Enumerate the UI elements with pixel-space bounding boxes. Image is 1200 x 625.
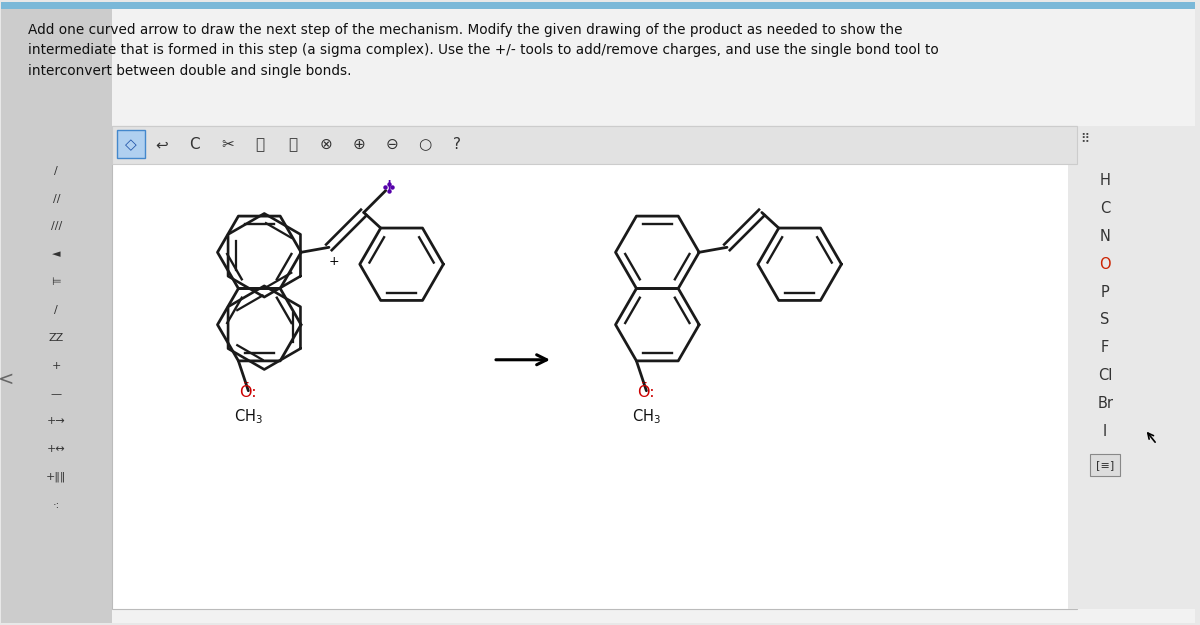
Text: /: / <box>54 166 58 176</box>
Text: ZZ: ZZ <box>49 333 64 343</box>
Text: ⊕: ⊕ <box>353 138 365 152</box>
Text: F: F <box>1102 341 1109 356</box>
Text: CH$_3$: CH$_3$ <box>234 408 263 426</box>
Text: I: I <box>1103 424 1108 439</box>
Text: O: O <box>1099 257 1111 272</box>
Text: ⊖: ⊖ <box>385 138 398 152</box>
Text: +→: +→ <box>47 416 66 426</box>
Text: Br: Br <box>1097 396 1114 411</box>
Text: ◇: ◇ <box>125 138 137 152</box>
Text: ⎗: ⎗ <box>288 138 298 152</box>
Bar <box>116 130 145 158</box>
Text: ///: /// <box>50 221 62 231</box>
Bar <box>1068 126 1195 609</box>
Text: CH$_3$: CH$_3$ <box>632 408 661 426</box>
Text: ↩: ↩ <box>155 138 168 152</box>
Text: ✂: ✂ <box>221 138 234 152</box>
Text: [≡]: [≡] <box>1096 460 1115 470</box>
Text: C: C <box>190 138 200 152</box>
Text: ⊨: ⊨ <box>52 277 61 287</box>
Text: <: < <box>0 370 14 389</box>
Text: ⎘: ⎘ <box>256 138 265 152</box>
Text: ·:: ·: <box>53 500 60 510</box>
Text: +↔: +↔ <box>47 444 66 454</box>
Text: Add one curved arrow to draw the next step of the mechanism. Modify the given dr: Add one curved arrow to draw the next st… <box>29 23 940 78</box>
Text: ?: ? <box>454 138 461 152</box>
Text: ○: ○ <box>418 138 431 152</box>
Text: +‖‖: +‖‖ <box>46 472 66 482</box>
Text: //: // <box>53 194 60 204</box>
Text: Ö:: Ö: <box>240 385 257 400</box>
Text: —: — <box>50 389 62 399</box>
Text: Cl: Cl <box>1098 368 1112 383</box>
Text: I: I <box>386 179 391 197</box>
Text: ⠿: ⠿ <box>1081 132 1090 146</box>
Bar <box>112 126 1078 164</box>
Text: H: H <box>1099 173 1110 188</box>
Text: +: + <box>52 361 61 371</box>
Bar <box>0 1 112 624</box>
Text: P: P <box>1100 284 1110 299</box>
Text: /: / <box>54 305 58 315</box>
Text: ◄: ◄ <box>52 249 60 259</box>
Bar <box>0 1 1195 9</box>
Text: C: C <box>1100 201 1110 216</box>
Text: ⊗: ⊗ <box>319 138 332 152</box>
Text: S: S <box>1100 312 1110 328</box>
Text: N: N <box>1099 229 1110 244</box>
Text: Ö:: Ö: <box>637 385 655 400</box>
Text: +: + <box>329 255 340 268</box>
Bar <box>112 126 1078 609</box>
Bar <box>1091 454 1120 476</box>
